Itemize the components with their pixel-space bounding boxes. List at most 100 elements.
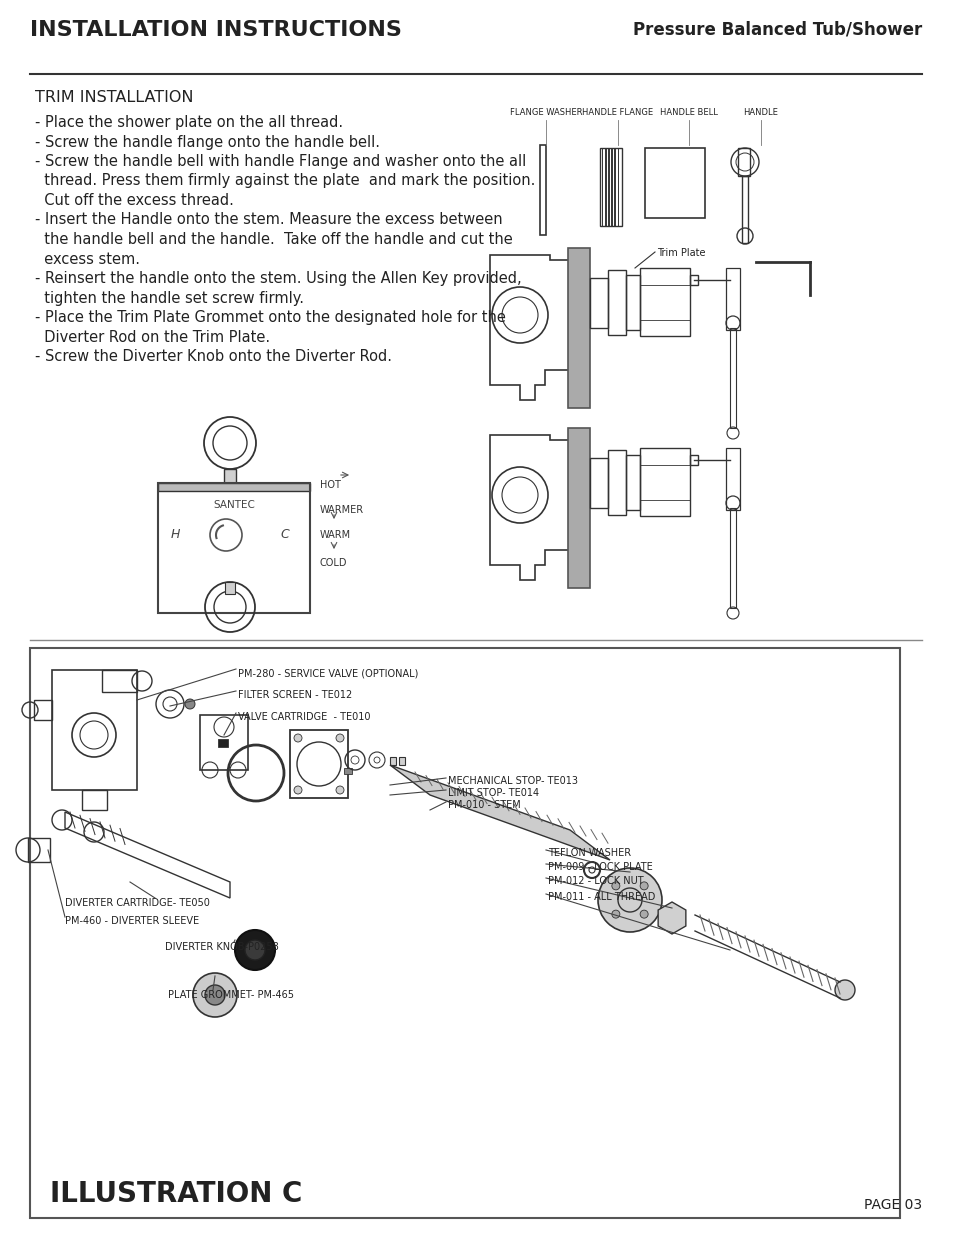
Circle shape bbox=[598, 868, 661, 932]
Bar bbox=[290, 730, 348, 798]
Circle shape bbox=[335, 785, 344, 794]
Text: INSTALLATION INSTRUCTIONS: INSTALLATION INSTRUCTIONS bbox=[30, 20, 401, 40]
Bar bbox=[102, 671, 137, 692]
Bar bbox=[390, 757, 395, 764]
Text: HANDLE: HANDLE bbox=[742, 107, 778, 117]
Text: PLATE GROMMET- PM-465: PLATE GROMMET- PM-465 bbox=[168, 990, 294, 1000]
Circle shape bbox=[245, 940, 265, 960]
Text: PAGE 03: PAGE 03 bbox=[863, 1198, 921, 1212]
Circle shape bbox=[639, 882, 647, 890]
Bar bbox=[689, 454, 698, 466]
Text: ILLUSTRATION C: ILLUSTRATION C bbox=[50, 1179, 302, 1208]
Text: - Place the shower plate on the all thread.: - Place the shower plate on the all thre… bbox=[35, 115, 343, 130]
Text: PM-010 - STEM: PM-010 - STEM bbox=[448, 800, 520, 810]
Text: PM-011 - ALL THREAD: PM-011 - ALL THREAD bbox=[547, 892, 655, 902]
Bar bbox=[607, 450, 625, 515]
Text: the handle bell and the handle.  Take off the handle and cut the: the handle bell and the handle. Take off… bbox=[35, 232, 512, 247]
Text: tighten the handle set screw firmly.: tighten the handle set screw firmly. bbox=[35, 290, 304, 305]
Text: HANDLE BELL: HANDLE BELL bbox=[659, 107, 718, 117]
Circle shape bbox=[611, 910, 619, 918]
Text: - Place the Trim Plate Grommet onto the designated hole for the: - Place the Trim Plate Grommet onto the … bbox=[35, 310, 505, 325]
Text: Pressure Balanced Tub/Shower: Pressure Balanced Tub/Shower bbox=[632, 20, 921, 38]
Text: LIMIT STOP- TE014: LIMIT STOP- TE014 bbox=[448, 788, 538, 798]
Bar bbox=[82, 790, 107, 810]
Bar bbox=[30, 648, 899, 1218]
Text: TEFLON WASHER: TEFLON WASHER bbox=[547, 848, 631, 858]
Text: Diverter Rod on the Trim Plate.: Diverter Rod on the Trim Plate. bbox=[35, 330, 270, 345]
Bar bbox=[729, 508, 735, 608]
Bar bbox=[224, 469, 235, 483]
Bar bbox=[344, 768, 352, 774]
Bar bbox=[28, 839, 50, 862]
Text: - Insert the Handle onto the stem. Measure the excess between: - Insert the Handle onto the stem. Measu… bbox=[35, 212, 502, 227]
Bar bbox=[52, 671, 137, 790]
Polygon shape bbox=[658, 902, 685, 934]
Circle shape bbox=[294, 785, 302, 794]
Text: SANTEC: SANTEC bbox=[213, 500, 254, 510]
Bar bbox=[599, 148, 621, 226]
Bar bbox=[158, 483, 310, 613]
Bar bbox=[567, 429, 589, 588]
Circle shape bbox=[185, 699, 194, 709]
Text: thread. Press them firmly against the plate  and mark the position.: thread. Press them firmly against the pl… bbox=[35, 173, 535, 189]
Text: VALVE CARTRIDGE  - TE010: VALVE CARTRIDGE - TE010 bbox=[237, 713, 370, 722]
Text: Trim Plate: Trim Plate bbox=[657, 248, 705, 258]
Text: - Screw the Diverter Knob onto the Diverter Rod.: - Screw the Diverter Knob onto the Diver… bbox=[35, 350, 392, 364]
Text: Cut off the excess thread.: Cut off the excess thread. bbox=[35, 193, 233, 207]
Text: WARM: WARM bbox=[319, 530, 351, 540]
Bar bbox=[644, 148, 704, 219]
Bar bbox=[738, 148, 749, 177]
Text: HOT: HOT bbox=[319, 480, 340, 490]
Circle shape bbox=[834, 981, 854, 1000]
Text: PM-280 - SERVICE VALVE (OPTIONAL): PM-280 - SERVICE VALVE (OPTIONAL) bbox=[237, 668, 418, 678]
Bar bbox=[741, 177, 747, 243]
Bar bbox=[589, 278, 607, 329]
Bar bbox=[689, 275, 698, 285]
Text: FLANGE WASHER: FLANGE WASHER bbox=[509, 107, 581, 117]
Bar bbox=[601, 148, 605, 226]
Bar bbox=[607, 270, 625, 335]
Text: PM-012 - LOCK NUT: PM-012 - LOCK NUT bbox=[547, 876, 643, 885]
Text: H: H bbox=[171, 529, 179, 541]
Bar bbox=[614, 148, 618, 226]
Bar bbox=[729, 329, 735, 429]
Bar bbox=[158, 483, 310, 492]
Bar bbox=[539, 144, 545, 235]
Text: PM-460 - DIVERTER SLEEVE: PM-460 - DIVERTER SLEEVE bbox=[65, 916, 199, 926]
Text: - Screw the handle bell with handle Flange and washer onto the all: - Screw the handle bell with handle Flan… bbox=[35, 154, 526, 169]
Bar bbox=[639, 268, 689, 336]
Bar bbox=[610, 148, 615, 226]
Text: COLD: COLD bbox=[319, 558, 347, 568]
Text: DIVERTER CARTRIDGE- TE050: DIVERTER CARTRIDGE- TE050 bbox=[65, 898, 210, 908]
Text: excess stem.: excess stem. bbox=[35, 252, 140, 267]
Bar bbox=[607, 148, 612, 226]
Bar bbox=[625, 275, 639, 330]
Text: TRIM INSTALLATION: TRIM INSTALLATION bbox=[35, 90, 193, 105]
Text: DIVERTER KNOB-P0258: DIVERTER KNOB-P0258 bbox=[165, 942, 278, 952]
Bar bbox=[604, 148, 608, 226]
Bar bbox=[625, 454, 639, 510]
Bar bbox=[200, 715, 248, 769]
Circle shape bbox=[335, 734, 344, 742]
Circle shape bbox=[234, 930, 274, 969]
Circle shape bbox=[193, 973, 236, 1016]
Bar bbox=[567, 248, 589, 408]
Text: MECHANICAL STOP- TE013: MECHANICAL STOP- TE013 bbox=[448, 776, 578, 785]
Bar bbox=[589, 458, 607, 508]
Text: HANDLE FLANGE: HANDLE FLANGE bbox=[582, 107, 653, 117]
Text: FILTER SCREEN - TE012: FILTER SCREEN - TE012 bbox=[237, 690, 352, 700]
Circle shape bbox=[611, 882, 619, 890]
Bar bbox=[639, 448, 689, 516]
Text: PM-009 - LOCK PLATE: PM-009 - LOCK PLATE bbox=[547, 862, 652, 872]
Bar bbox=[725, 268, 740, 330]
Bar bbox=[725, 448, 740, 510]
Text: C: C bbox=[280, 529, 289, 541]
Text: - Screw the handle flange onto the handle bell.: - Screw the handle flange onto the handl… bbox=[35, 135, 379, 149]
Bar bbox=[398, 757, 405, 764]
Circle shape bbox=[639, 910, 647, 918]
Text: WARMER: WARMER bbox=[319, 505, 364, 515]
Bar bbox=[218, 739, 228, 747]
Text: - Reinsert the handle onto the stem. Using the Allen Key provided,: - Reinsert the handle onto the stem. Usi… bbox=[35, 270, 521, 287]
Polygon shape bbox=[390, 764, 609, 860]
Bar bbox=[225, 582, 234, 594]
